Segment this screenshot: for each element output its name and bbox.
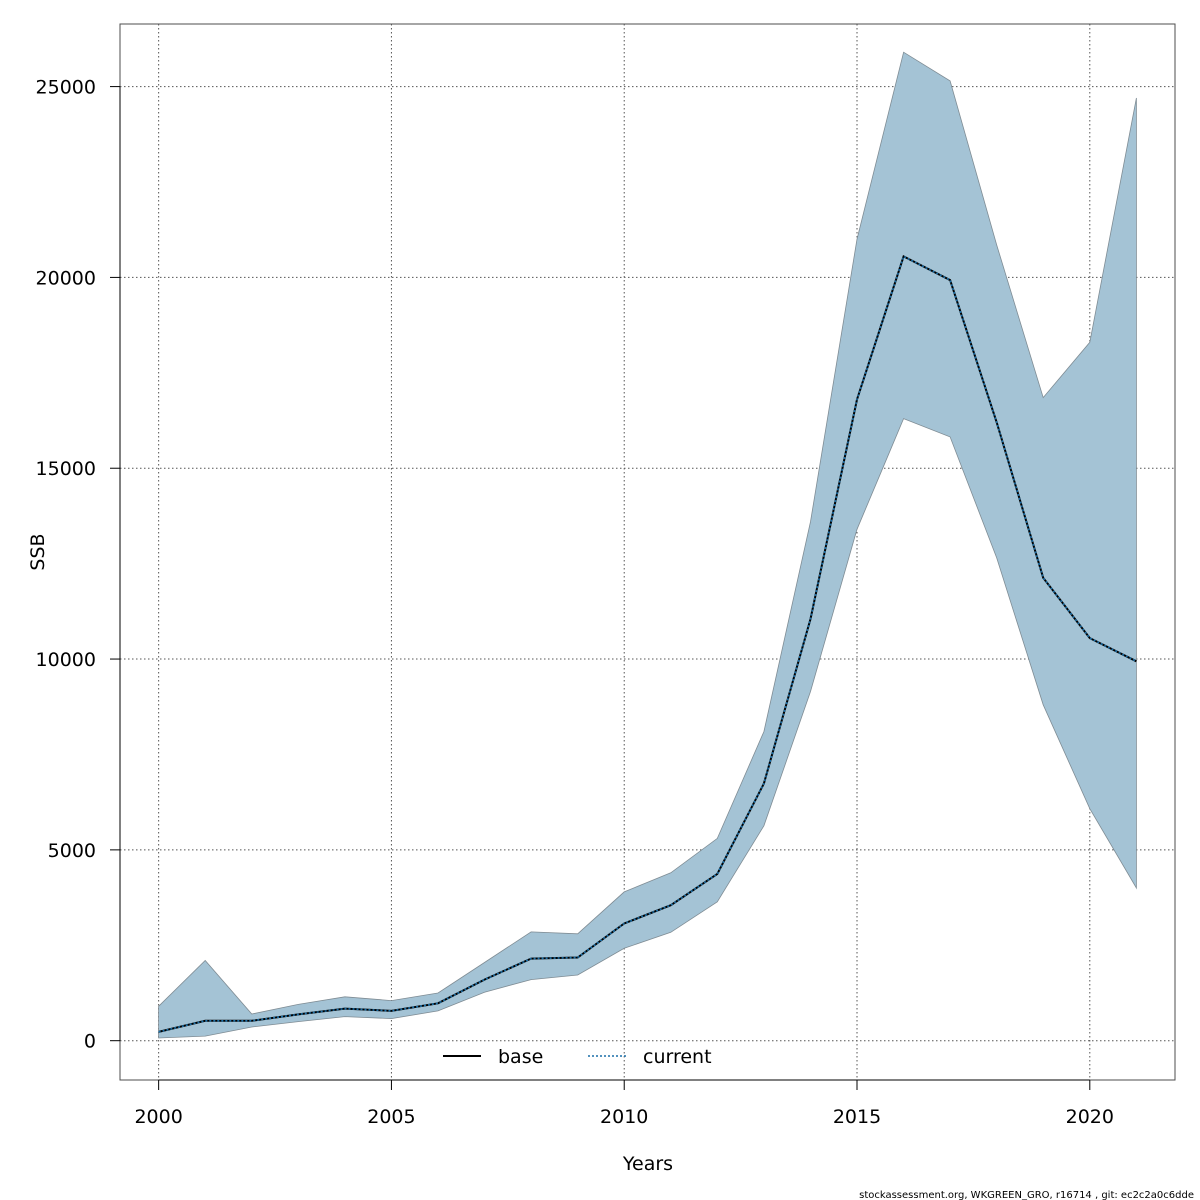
- x-tick-label-2005: 2005: [367, 1106, 415, 1128]
- x-axis-title: Years: [622, 1153, 673, 1175]
- y-tick-label-5000: 5000: [48, 840, 96, 862]
- y-tick-label-20000: 20000: [36, 267, 96, 289]
- y-tick-label-10000: 10000: [36, 649, 96, 671]
- x-tick-label-2015: 2015: [833, 1106, 881, 1128]
- legend-label-base: base: [498, 1046, 543, 1068]
- y-axis: 0 5000 10000 15000 20000 25000: [36, 77, 121, 1053]
- series-line-current: [158, 255, 1137, 1033]
- y-axis-title: SSB: [27, 533, 49, 570]
- legend-label-current: current: [643, 1046, 712, 1068]
- confidence-band: [158, 51, 1137, 1039]
- confidence-band-layer: [158, 51, 1137, 1039]
- x-tick-label-2020: 2020: [1066, 1106, 1114, 1128]
- legend: base current: [443, 1046, 712, 1068]
- x-axis: 2000 2005 2010 2015 2020: [134, 1079, 1114, 1128]
- footer-credit: stockassessment.org, WKGREEN_GRO, r16714…: [859, 1190, 1194, 1200]
- x-tick-label-2000: 2000: [134, 1106, 182, 1128]
- y-tick-label-15000: 15000: [36, 458, 96, 480]
- x-tick-label-2010: 2010: [600, 1106, 648, 1128]
- y-tick-label-25000: 25000: [36, 77, 96, 99]
- series-layer: [158, 254, 1137, 1033]
- y-tick-label-0: 0: [84, 1031, 96, 1053]
